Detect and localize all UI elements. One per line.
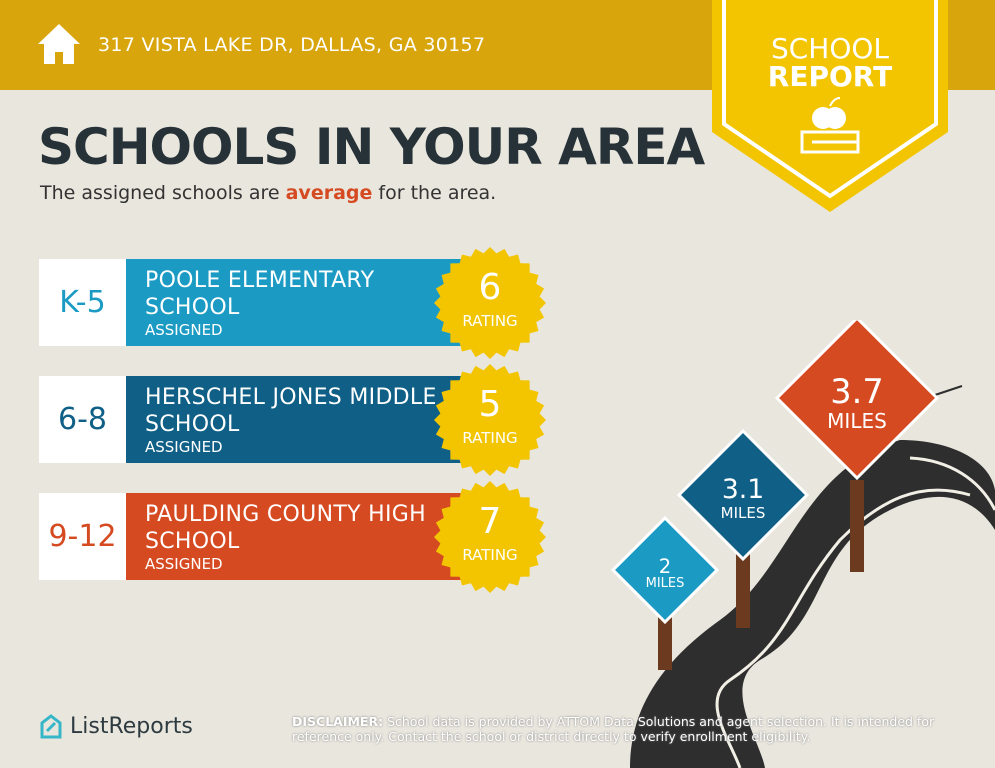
disclaimer-label: DISCLAIMER:: [292, 714, 384, 729]
distance-unit: MILES: [720, 503, 766, 522]
school-row: 6-8 HERSCHEL JONES MIDDLE SCHOOL ASSIGNE…: [39, 364, 546, 476]
grade-level: 9-12: [39, 493, 126, 580]
school-name: PAULDING COUNTY HIGH SCHOOL: [145, 502, 426, 554]
subtitle-after: for the area.: [372, 182, 497, 204]
distance-value: 3.7: [830, 372, 884, 412]
home-icon: [38, 24, 80, 64]
school-name: POOLE ELEMENTARY SCHOOL: [145, 268, 375, 320]
logo-text: ListReports: [70, 713, 193, 739]
listreports-logo: ListReports: [38, 713, 193, 739]
school-bar: POOLE ELEMENTARY SCHOOL ASSIGNED: [126, 259, 476, 346]
badge-line1: SCHOOL: [770, 32, 890, 65]
school-bar: HERSCHEL JONES MIDDLE SCHOOL ASSIGNED: [126, 376, 476, 463]
school-name: HERSCHEL JONES MIDDLE SCHOOL: [145, 385, 437, 437]
sign-post: [850, 480, 864, 572]
badge-line2: REPORT: [767, 60, 893, 93]
subtitle-highlight: average: [285, 182, 373, 204]
assigned-status: ASSIGNED: [145, 438, 223, 456]
school-row: K-5 POOLE ELEMENTARY SCHOOL ASSIGNED 6 R…: [39, 247, 546, 359]
subtitle-before: The assigned schools are: [40, 182, 286, 204]
assigned-status: ASSIGNED: [145, 555, 223, 573]
school-report-badge: [712, 0, 948, 212]
rating-label: RATING: [462, 429, 518, 447]
school-row: 9-12 PAULDING COUNTY HIGH SCHOOL ASSIGNE…: [39, 481, 546, 593]
road-line: [715, 456, 995, 768]
rating-value: 7: [478, 501, 502, 542]
listreports-logo-icon: [40, 714, 62, 739]
sign-post: [736, 550, 750, 628]
grade-level: K-5: [39, 259, 126, 346]
grade-level: 6-8: [39, 376, 126, 463]
subtitle: The assigned schools are average for the…: [40, 182, 496, 204]
distance-sign-label: 3.7 MILES: [777, 375, 937, 433]
distance-unit: MILES: [827, 408, 887, 433]
distance-sign: [610, 515, 720, 625]
rating-value: 5: [478, 384, 502, 425]
rating-label: RATING: [462, 546, 518, 564]
distance-sign-label: 3.1 MILES: [679, 473, 807, 522]
rating-label: RATING: [462, 312, 518, 330]
property-address: 317 VISTA LAKE DR, DALLAS, GA 30157: [98, 34, 486, 56]
disclaimer: DISCLAIMER: School data is provided by A…: [292, 714, 952, 744]
rating-starburst: [434, 247, 546, 359]
distance-unit: MILES: [645, 576, 685, 592]
distance-sign-label: 2 MILES: [613, 557, 717, 592]
apple-book-icon: [800, 97, 860, 154]
sign-post: [658, 610, 672, 670]
distance-road-illustration: [610, 320, 995, 768]
distance-value: 2: [658, 554, 672, 578]
assigned-status: ASSIGNED: [145, 321, 223, 339]
rating-value: 6: [478, 267, 502, 308]
disclaimer-text: School data is provided by ATTOM Data So…: [292, 714, 935, 744]
distance-sign: [676, 428, 810, 562]
school-bar: PAULDING COUNTY HIGH SCHOOL ASSIGNED: [126, 493, 476, 580]
road: [630, 440, 995, 768]
page-title: SCHOOLS IN YOUR AREA: [38, 118, 705, 176]
distance-value: 3.1: [721, 473, 765, 505]
rating-starburst: [434, 481, 546, 593]
rating-starburst: [434, 364, 546, 476]
distance-sign: [774, 320, 940, 481]
